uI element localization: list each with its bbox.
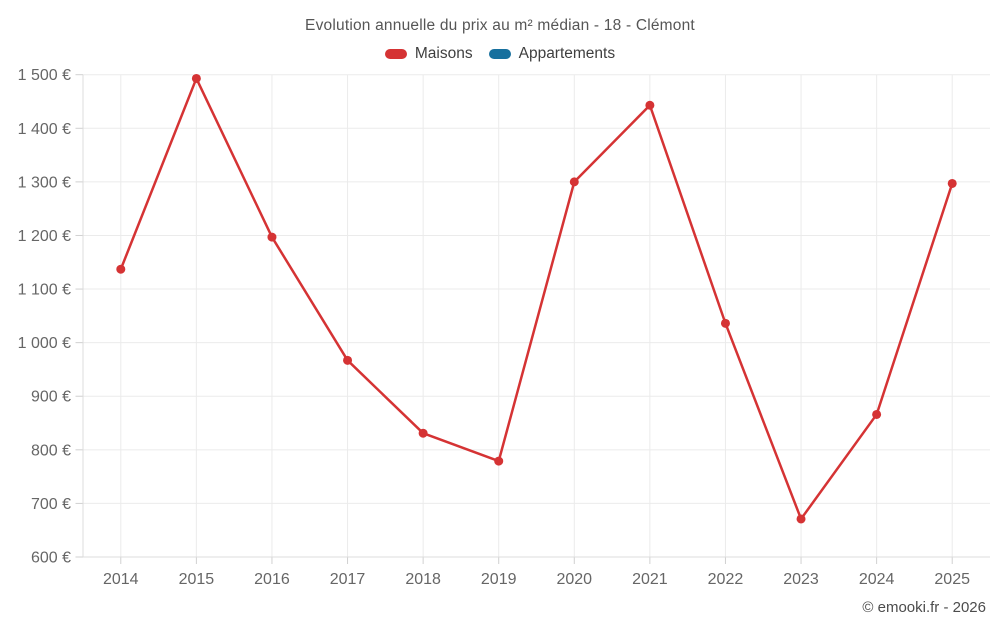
maisons-line [119, 77, 954, 521]
maisons-point-2025[interactable] [947, 178, 957, 188]
x-tick-label: 2021 [632, 571, 668, 588]
x-tick-label: 2016 [254, 571, 290, 588]
maisons-point-2024[interactable] [872, 409, 882, 419]
x-tick-label: 2020 [556, 571, 592, 588]
legend-item-maisons[interactable]: Maisons [384, 45, 473, 63]
maisons-point-2015[interactable] [191, 73, 201, 83]
chart-title: Evolution annuelle du prix au m² médian … [305, 17, 695, 34]
legend-item-appartements[interactable]: Appartements [488, 45, 616, 63]
chart-legend: Maisons Appartements [0, 45, 1000, 63]
legend-label-appartements: Appartements [518, 45, 616, 62]
maisons-point-2016[interactable] [267, 232, 277, 242]
maisons-point-2022[interactable] [720, 318, 730, 328]
y-tick-label: 1 000 € [18, 335, 71, 352]
x-tick-label: 2024 [859, 571, 895, 588]
maisons-point-2014[interactable] [116, 264, 126, 274]
x-tick-label: 2018 [405, 571, 441, 588]
y-tick-label: 1 300 € [18, 174, 71, 191]
y-tick-label: 1 200 € [18, 228, 71, 245]
copyright-credit: © emooki.fr - 2026 [862, 599, 986, 616]
maisons-point-2018[interactable] [418, 428, 428, 438]
x-tick-label: 2023 [783, 571, 819, 588]
x-tick-label: 2022 [708, 571, 744, 588]
maisons-point-2017[interactable] [343, 355, 353, 365]
maisons-point-2020[interactable] [569, 177, 579, 187]
x-tick-label: 2025 [934, 571, 970, 588]
maisons-point-2023[interactable] [796, 514, 806, 524]
x-tick-label: 2014 [103, 571, 139, 588]
y-tick-label: 900 € [31, 389, 71, 406]
y-tick-label: 1 100 € [18, 282, 71, 299]
y-tick-label: 800 € [31, 442, 71, 459]
y-tick-label: 1 500 € [18, 67, 71, 84]
y-tick-label: 1 400 € [18, 121, 71, 138]
y-tick-label: 700 € [31, 496, 71, 513]
maisons-point-2021[interactable] [645, 100, 655, 110]
maisons-point-2019[interactable] [494, 456, 504, 466]
appartements-swatch-icon [488, 49, 511, 59]
x-tick-label: 2017 [330, 571, 366, 588]
x-tick-label: 2019 [481, 571, 517, 588]
maisons-swatch-icon [384, 49, 407, 59]
legend-label-maisons: Maisons [414, 45, 473, 62]
x-tick-label: 2015 [179, 571, 215, 588]
y-tick-label: 600 € [31, 550, 71, 567]
